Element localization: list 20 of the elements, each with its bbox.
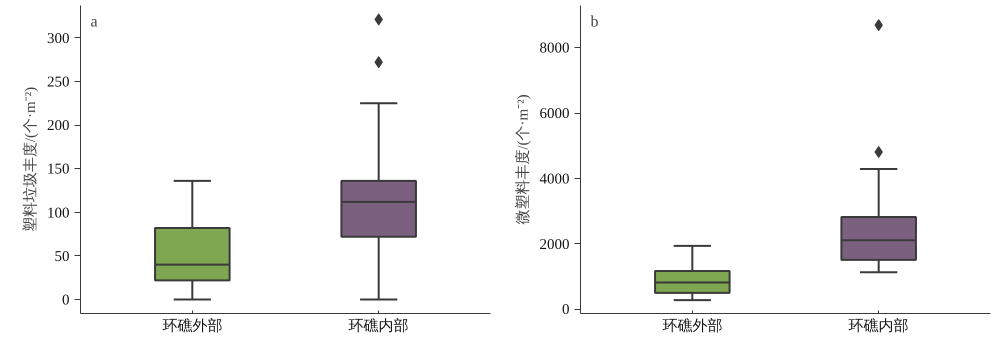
y-tick-label: 6000 [540, 106, 570, 122]
y-tick-label: 250 [47, 74, 70, 90]
y-tick-label: 0 [62, 292, 70, 309]
y-axis-title: 微塑料丰度/(个·m⁻²) [514, 94, 532, 225]
y-tick-label: 8000 [540, 40, 570, 57]
y-tick-label: 200 [47, 118, 70, 134]
x-tick-label: 环礁内部 [848, 318, 909, 334]
text: a [90, 14, 98, 30]
y-tick-label: 150 [47, 162, 70, 178]
x-tick-label: 环礁外部 [662, 318, 722, 334]
y-tick-label: 100 [47, 205, 70, 222]
y-axis-title: 塑料垃圾丰度/(个·m⁻²) [22, 86, 39, 232]
y-tick-label: 0 [562, 302, 570, 318]
y-tick-label: 300 [47, 30, 70, 47]
y-tick-label: 2000 [540, 236, 570, 253]
x-tick-label: 环礁内部 [348, 318, 409, 334]
y-tick-label: 4000 [540, 171, 570, 188]
y-tick-label: 50 [54, 248, 70, 265]
text: b [590, 14, 598, 30]
x-tick-label: 环礁外部 [162, 318, 222, 334]
